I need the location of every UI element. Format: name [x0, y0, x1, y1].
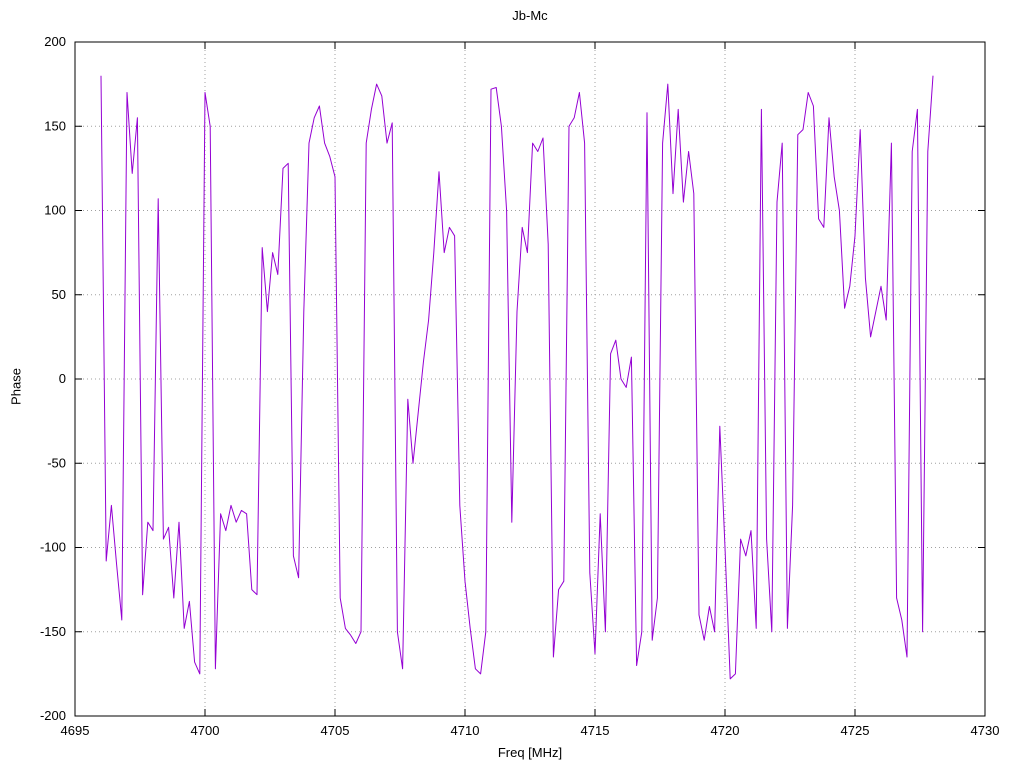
y-tick-label: -200 [40, 708, 66, 723]
y-tick-label: 150 [44, 118, 66, 133]
chart-title: Jb-Mc [512, 8, 548, 23]
plot-border [74, 41, 986, 717]
x-tick-label: 4725 [841, 723, 870, 738]
x-tick-label: 4730 [971, 723, 1000, 738]
x-tick-label: 4705 [321, 723, 350, 738]
y-tick-label: 200 [44, 34, 66, 49]
x-tick-label: 4710 [451, 723, 480, 738]
y-tick-label: -50 [47, 455, 66, 470]
x-tick-label: 4700 [191, 723, 220, 738]
phase-line [100, 75, 934, 680]
y-tick-label: 0 [59, 371, 66, 386]
x-axis-label: Freq [MHz] [497, 745, 563, 760]
y-tick-label: 100 [44, 203, 66, 218]
x-tick-label: 4720 [711, 723, 740, 738]
x-tick-label: 4715 [581, 723, 610, 738]
y-tick-label: -150 [40, 624, 66, 639]
y-tick-label: 50 [52, 287, 66, 302]
x-tick-label: 4695 [61, 723, 90, 738]
y-tick-label: -100 [40, 540, 66, 555]
